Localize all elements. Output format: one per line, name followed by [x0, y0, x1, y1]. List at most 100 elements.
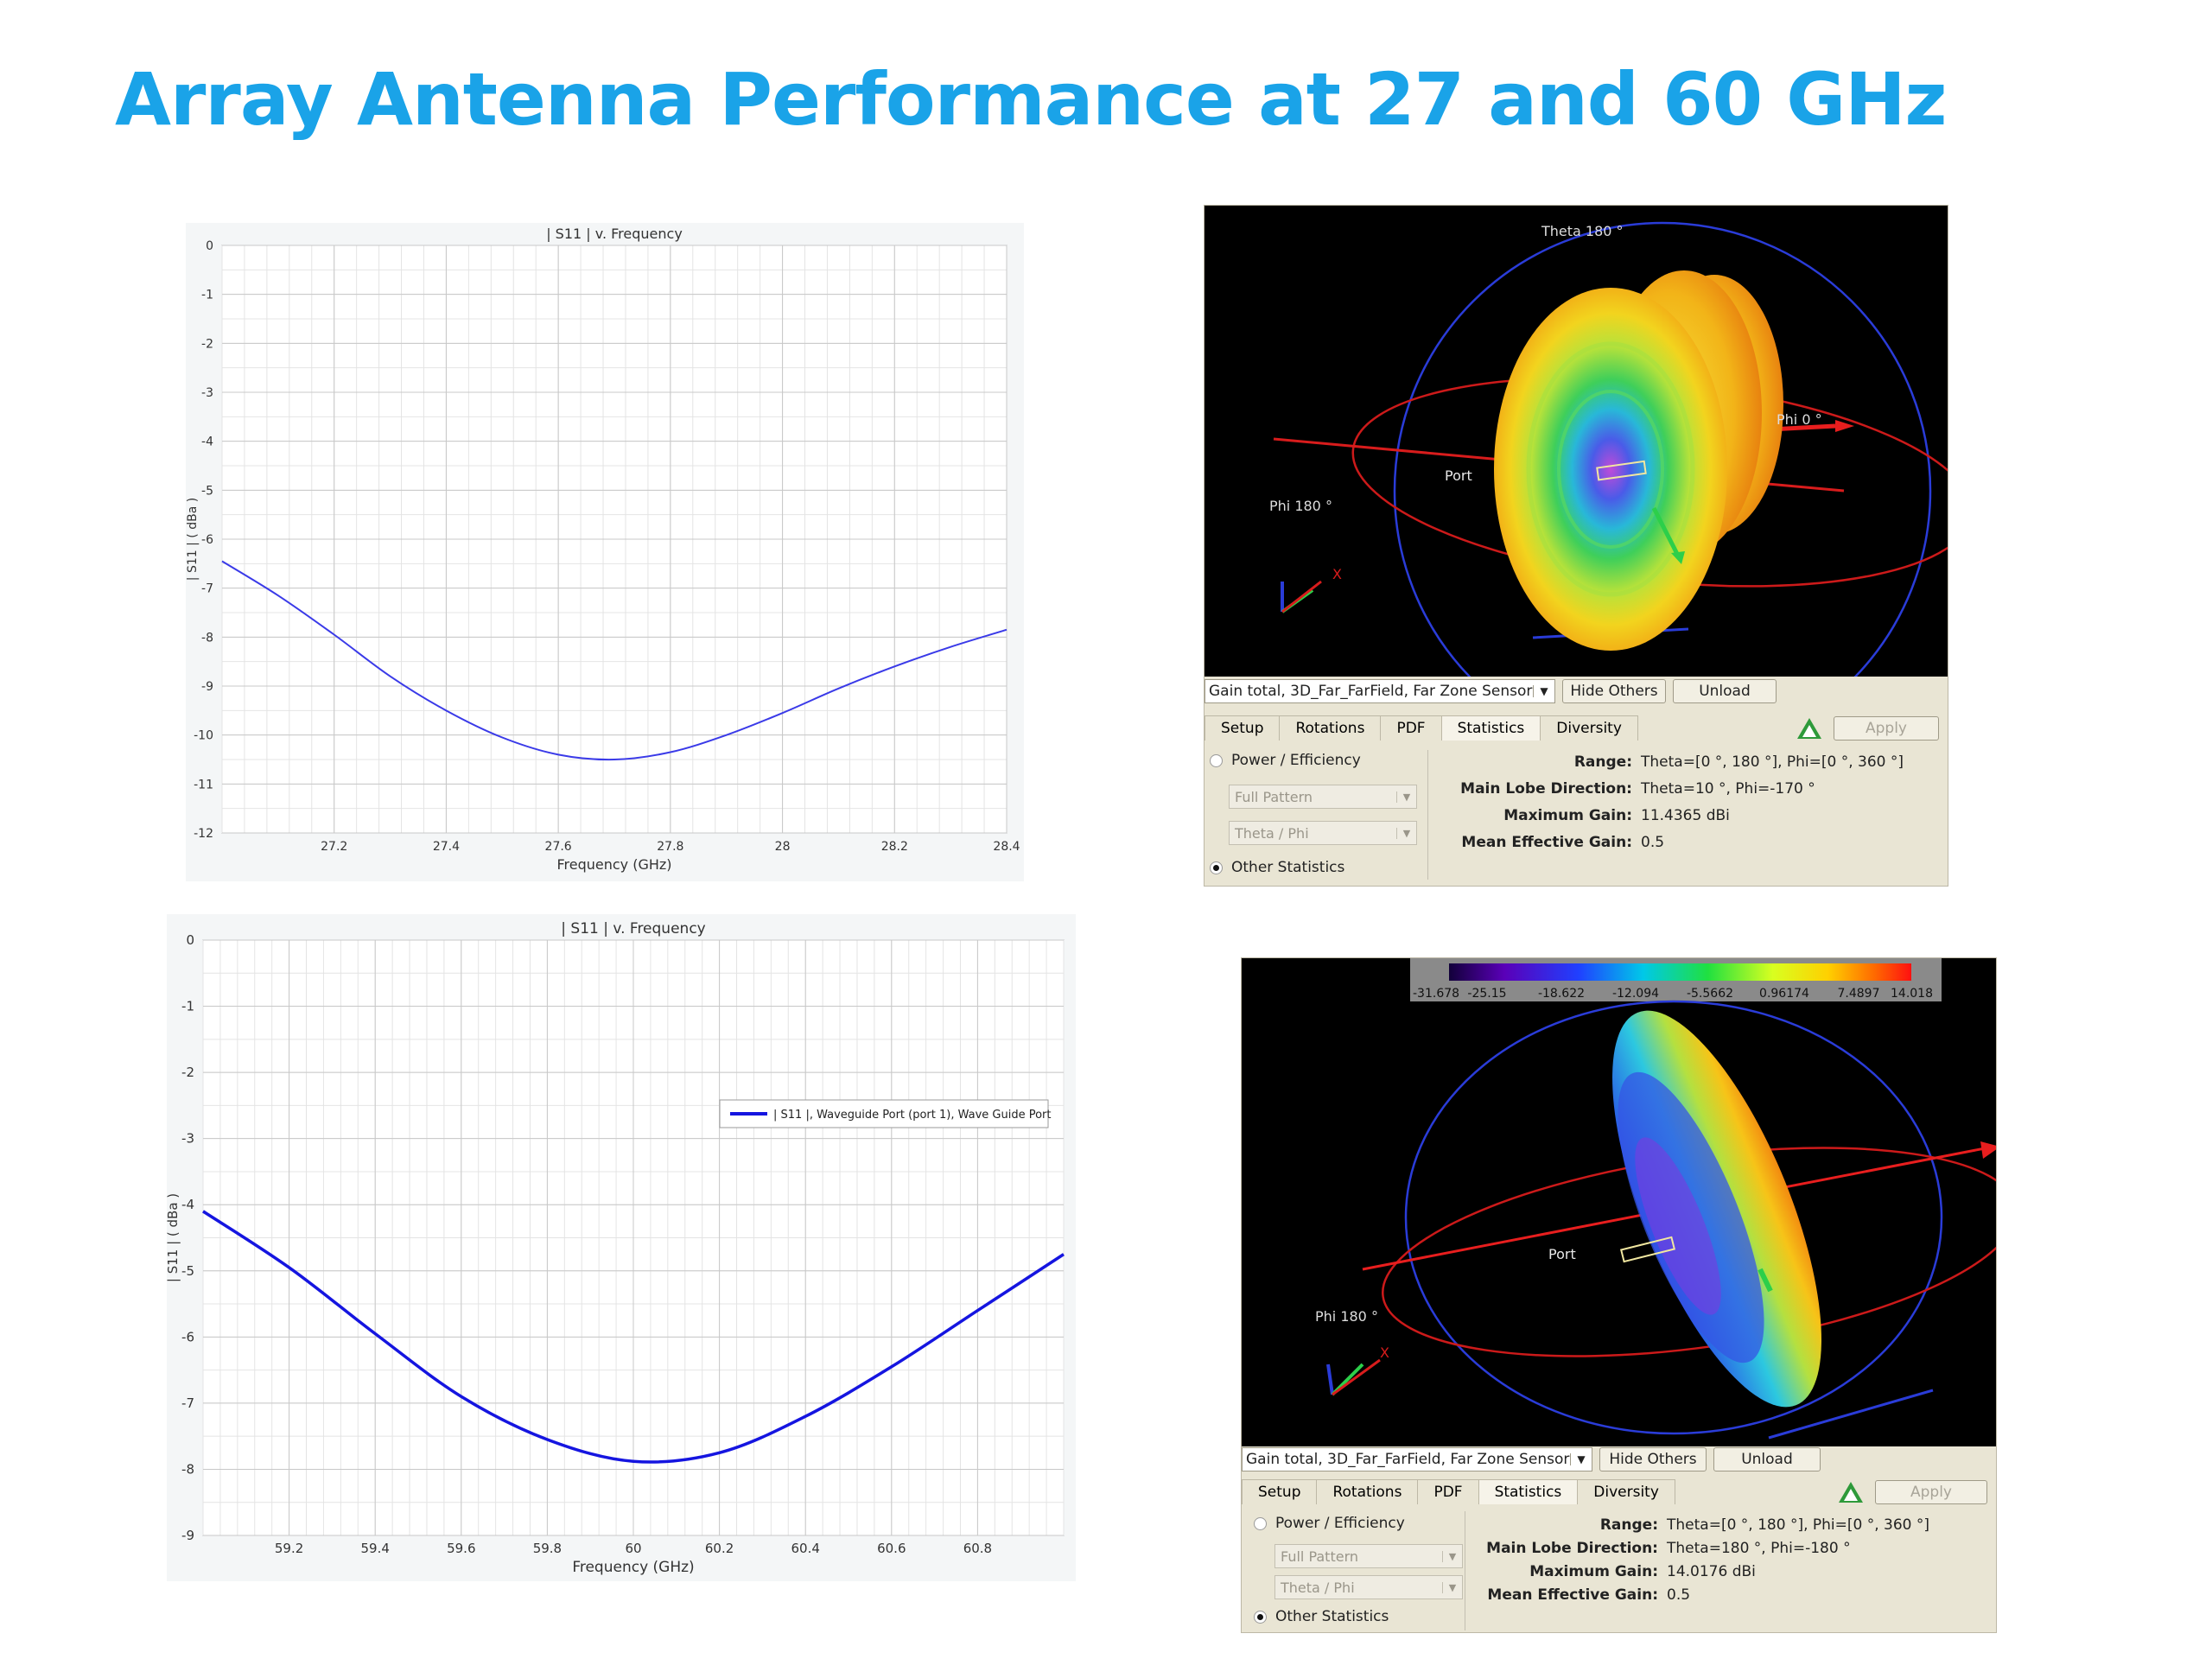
x-tick-label: 27.2 [321, 840, 347, 854]
radiation-pattern-panel-60ghz: X Phi 180 ° Port -31.678 -25.15 -18.622 -12… [1241, 957, 1997, 1633]
legend-label: | S11 |, Waveguide Port (port 1), Wave G… [773, 1109, 1052, 1122]
other-statistics-radio[interactable]: Other Statistics [1210, 859, 1344, 876]
x-tick-label: 60.6 [877, 1541, 906, 1556]
tab-diversity[interactable]: Diversity [1577, 1479, 1675, 1504]
app-logo-icon [1839, 1482, 1863, 1503]
full-pattern-select[interactable]: Full Pattern ▼ [1274, 1544, 1463, 1568]
other-statistics-radio[interactable]: Other Statistics [1254, 1608, 1389, 1625]
x-tick-label: 59.2 [275, 1541, 303, 1556]
colorbar-tick-label: -5.5662 [1687, 987, 1733, 1001]
tab-diversity[interactable]: Diversity [1540, 715, 1638, 741]
tab-rotations[interactable]: Rotations [1279, 715, 1382, 741]
pattern-tabs: Setup Rotations PDF Statistics Diversity… [1205, 711, 1948, 741]
sensor-select[interactable]: Gain total, 3D_Far_FarField, Far Zone Se… [1205, 679, 1555, 703]
port-label: Port [1548, 1246, 1576, 1262]
colorbar-tick-label: 14.018 [1891, 987, 1933, 1001]
stat-key: Range: [1573, 753, 1632, 771]
tab-statistics[interactable]: Statistics [1440, 715, 1541, 741]
stat-key: Maximum Gain: [1503, 806, 1632, 824]
slide-title: Array Antenna Performance at 27 and 60 G… [115, 57, 1947, 142]
chart-title: | S11 | v. Frequency [561, 920, 705, 938]
y-tick-label: -2 [201, 337, 213, 351]
stat-value: Theta=180 °, Phi=-180 ° [1667, 1539, 1851, 1557]
x-tick-label: 59.4 [360, 1541, 389, 1556]
unload-button[interactable]: Unload [1713, 1447, 1821, 1471]
y-tick-label: -12 [194, 827, 213, 841]
colorbar-tick-label: 7.4897 [1838, 987, 1880, 1001]
stat-key: Mean Effective Gain: [1487, 1586, 1658, 1604]
x-axis-label: Frequency (GHz) [572, 1559, 694, 1576]
x-tick-label: 28 [775, 840, 791, 854]
theta-phi-select[interactable]: Theta / Phi ▼ [1274, 1575, 1463, 1599]
port-label: Port [1445, 467, 1472, 484]
y-tick-label: -6 [181, 1329, 194, 1344]
colorbar-tick-label: -12.094 [1612, 987, 1659, 1001]
pattern-tabs: Setup Rotations PDF Statistics Diversity… [1242, 1475, 1996, 1504]
stat-main-lobe: Main Lobe Direction: Theta=10 °, Phi=-170… [1451, 775, 1904, 802]
chevron-down-icon: ▼ [1570, 1453, 1592, 1465]
full-pattern-select[interactable]: Full Pattern ▼ [1229, 785, 1417, 809]
chevron-down-icon: ▼ [1396, 791, 1416, 803]
y-tick-label: -1 [201, 289, 213, 302]
x-tick-label: 60.4 [791, 1541, 819, 1556]
colorbar-ticks: -31.678 -25.15 -18.622 -12.094 -5.5662 0.9617… [1413, 987, 1933, 1001]
tab-setup[interactable]: Setup [1205, 715, 1281, 741]
colorbar-tick-label: 0.96174 [1759, 987, 1809, 1001]
tab-rotations[interactable]: Rotations [1316, 1479, 1419, 1504]
tab-pdf[interactable]: PDF [1380, 715, 1442, 741]
stat-value: Theta=[0 °, 180 °], Phi=[0 °, 360 °] [1667, 1516, 1930, 1534]
3d-pattern-viewport[interactable]: X Phi 180 ° Port -31.678 -25.15 -18.622 -12… [1242, 958, 1996, 1446]
hide-others-button[interactable]: Hide Others [1599, 1447, 1707, 1471]
3d-pattern-viewport[interactable]: X Theta 180 ° Phi 0 ° Phi 180 ° Port [1205, 206, 1948, 677]
apply-button[interactable]: Apply [1875, 1480, 1987, 1504]
y-tick-label: -11 [194, 778, 213, 791]
y-tick-label: -5 [181, 1263, 194, 1279]
sensor-select[interactable]: Gain total, 3D_Far_FarField, Far Zone Se… [1242, 1447, 1592, 1471]
theta-phi-value: Theta / Phi [1281, 1579, 1355, 1596]
apply-button[interactable]: Apply [1834, 716, 1939, 741]
series-line [202, 1210, 1065, 1464]
x-tick-label: 27.6 [545, 840, 572, 854]
chevron-down-icon: ▼ [1442, 1550, 1462, 1562]
tab-statistics[interactable]: Statistics [1478, 1479, 1579, 1504]
stat-key: Maximum Gain: [1529, 1562, 1658, 1580]
sensor-select-value: Gain total, 3D_Far_FarField, Far Zone Se… [1246, 1451, 1570, 1468]
radio-dot [1210, 753, 1223, 767]
radiation-pattern-panel-27ghz: X Theta 180 ° Phi 0 ° Phi 180 ° Port Gai… [1204, 205, 1948, 887]
svg-text:X: X [1332, 566, 1342, 582]
y-tick-label: 0 [186, 932, 194, 948]
x-tick-label: 28.4 [993, 840, 1020, 854]
full-pattern-value: Full Pattern [1235, 788, 1313, 805]
y-tick-label: -7 [181, 1395, 194, 1411]
power-efficiency-radio[interactable]: Power / Efficiency [1210, 752, 1361, 769]
hide-others-button[interactable]: Hide Others [1562, 679, 1666, 703]
stat-mean-gain: Mean Effective Gain: 0.5 [1485, 1583, 1929, 1606]
y-tick-label: -5 [201, 484, 213, 498]
y-tick-label: -6 [201, 533, 213, 547]
stat-max-gain: Maximum Gain: 11.4365 dBi [1451, 802, 1904, 829]
stat-main-lobe: Main Lobe Direction: Theta=180 °, Phi=-18… [1485, 1536, 1929, 1560]
x-tick-label: 27.4 [433, 840, 460, 854]
x-tick-label: 59.8 [533, 1541, 562, 1556]
theta-phi-select[interactable]: Theta / Phi ▼ [1229, 821, 1417, 845]
app-logo-icon [1797, 718, 1821, 739]
stat-key: Main Lobe Direction: [1460, 779, 1632, 798]
stat-value: 14.0176 dBi [1667, 1562, 1756, 1580]
x-axis-label: Frequency (GHz) [556, 856, 671, 873]
y-axis-label: | S11 | ( dBa ) [186, 498, 200, 581]
x-tick-label: 27.8 [657, 840, 683, 854]
stat-key: Main Lobe Direction: [1486, 1539, 1658, 1557]
y-tick-label: -4 [201, 435, 213, 449]
series-line [221, 560, 1007, 761]
stat-range: Range: Theta=[0 °, 180 °], Phi=[0 °, 360 … [1451, 748, 1904, 775]
y-tick-label: -9 [181, 1528, 194, 1543]
power-efficiency-radio[interactable]: Power / Efficiency [1254, 1515, 1405, 1532]
tab-pdf[interactable]: PDF [1417, 1479, 1479, 1504]
phi-180-label: Phi 180 ° [1315, 1308, 1378, 1325]
s11-chart-60ghz-svg: 59.2 59.4 59.6 59.8 60 60.2 60.4 60.6 60.8 0 -1 -2 -… [167, 920, 1065, 1576]
unload-button[interactable]: Unload [1673, 679, 1777, 703]
stat-key: Range: [1599, 1516, 1658, 1534]
tab-setup[interactable]: Setup [1242, 1479, 1318, 1504]
chevron-down-icon: ▼ [1533, 685, 1554, 697]
x-tick-label: 60.8 [963, 1541, 992, 1556]
